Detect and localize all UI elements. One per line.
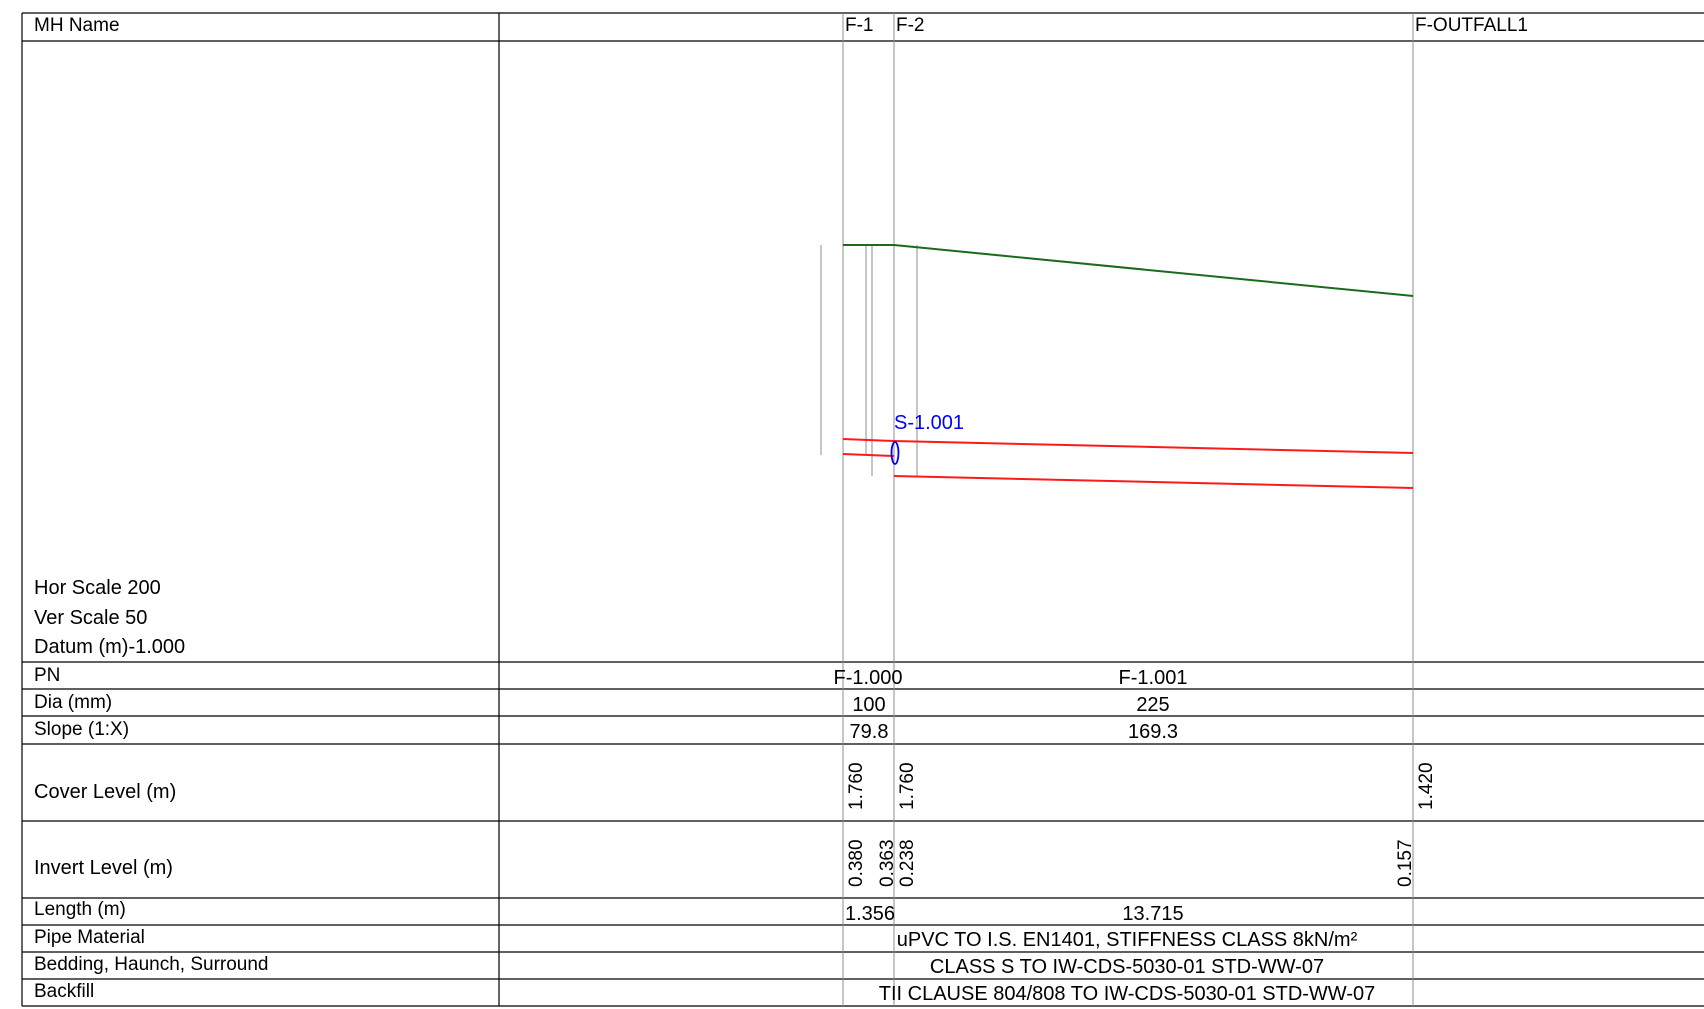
row-label-slope: Slope (1:X) xyxy=(34,719,129,740)
slope-value-1: 79.8 xyxy=(850,721,889,743)
length-value-1: 1.356 xyxy=(845,903,895,925)
bedding-value: CLASS S TO IW-CDS-5030-01 STD-WW-07 xyxy=(930,956,1324,978)
row-label-backfill: Backfill xyxy=(34,981,94,1002)
row-label-material: Pipe Material xyxy=(34,927,145,948)
mh-name-label: MH Name xyxy=(34,15,120,36)
pipe-f1-001-crown xyxy=(893,440,1414,454)
chainage-lines xyxy=(842,13,1414,1006)
slope-value-2: 169.3 xyxy=(1128,721,1178,743)
cover-level-f2: 1.760 xyxy=(897,762,918,810)
pipe-section-label: S-1.001 xyxy=(894,412,964,434)
profile-view: S-1.001 xyxy=(820,244,1414,489)
hor-scale: Hor Scale 200 xyxy=(34,577,161,599)
invert-level-outfall: 0.157 xyxy=(1395,839,1416,887)
ver-scale: Ver Scale 50 xyxy=(34,607,147,629)
table-grid xyxy=(21,12,1704,1007)
invert-level-f2-out: 0.238 xyxy=(897,839,918,887)
backfill-value: TII CLAUSE 804/808 TO IW-CDS-5030-01 STD… xyxy=(879,983,1375,1005)
manhole-label-outfall: F-OUTFALL1 xyxy=(1415,15,1528,36)
pipe-material-value: uPVC TO I.S. EN1401, STIFFNESS CLASS 8kN… xyxy=(897,929,1358,951)
row-label-cover: Cover Level (m) xyxy=(34,781,176,803)
row-label-bedding: Bedding, Haunch, Surround xyxy=(34,954,269,975)
manhole-label-f1: F-1 xyxy=(845,15,874,36)
dia-value-2: 225 xyxy=(1136,694,1169,716)
cover-level-outfall: 1.420 xyxy=(1416,762,1437,810)
row-label-dia: Dia (mm) xyxy=(34,692,112,713)
invert-level-f1: 0.380 xyxy=(846,839,867,887)
pn-value-2: F-1.001 xyxy=(1119,667,1188,689)
manhole-shafts xyxy=(820,245,1414,488)
dia-value-1: 100 xyxy=(852,694,885,716)
manhole-label-f2: F-2 xyxy=(896,15,925,36)
length-value-2: 13.715 xyxy=(1122,903,1183,925)
datum: Datum (m)-1.000 xyxy=(34,636,185,658)
row-label-invert: Invert Level (m) xyxy=(34,857,173,879)
pipe-section-marker xyxy=(890,441,900,465)
ground-line xyxy=(843,244,1414,297)
pipe-f1-000-invert xyxy=(842,453,895,457)
pipe-f1-000-crown xyxy=(842,438,895,442)
pn-value-1: F-1.000 xyxy=(834,667,903,689)
row-label-pn: PN xyxy=(34,665,60,686)
row-label-length: Length (m) xyxy=(34,899,126,920)
cover-level-f1: 1.760 xyxy=(846,762,867,810)
pipe-f1-001-invert xyxy=(893,475,1414,489)
invert-level-f2-in: 0.363 xyxy=(877,839,898,887)
